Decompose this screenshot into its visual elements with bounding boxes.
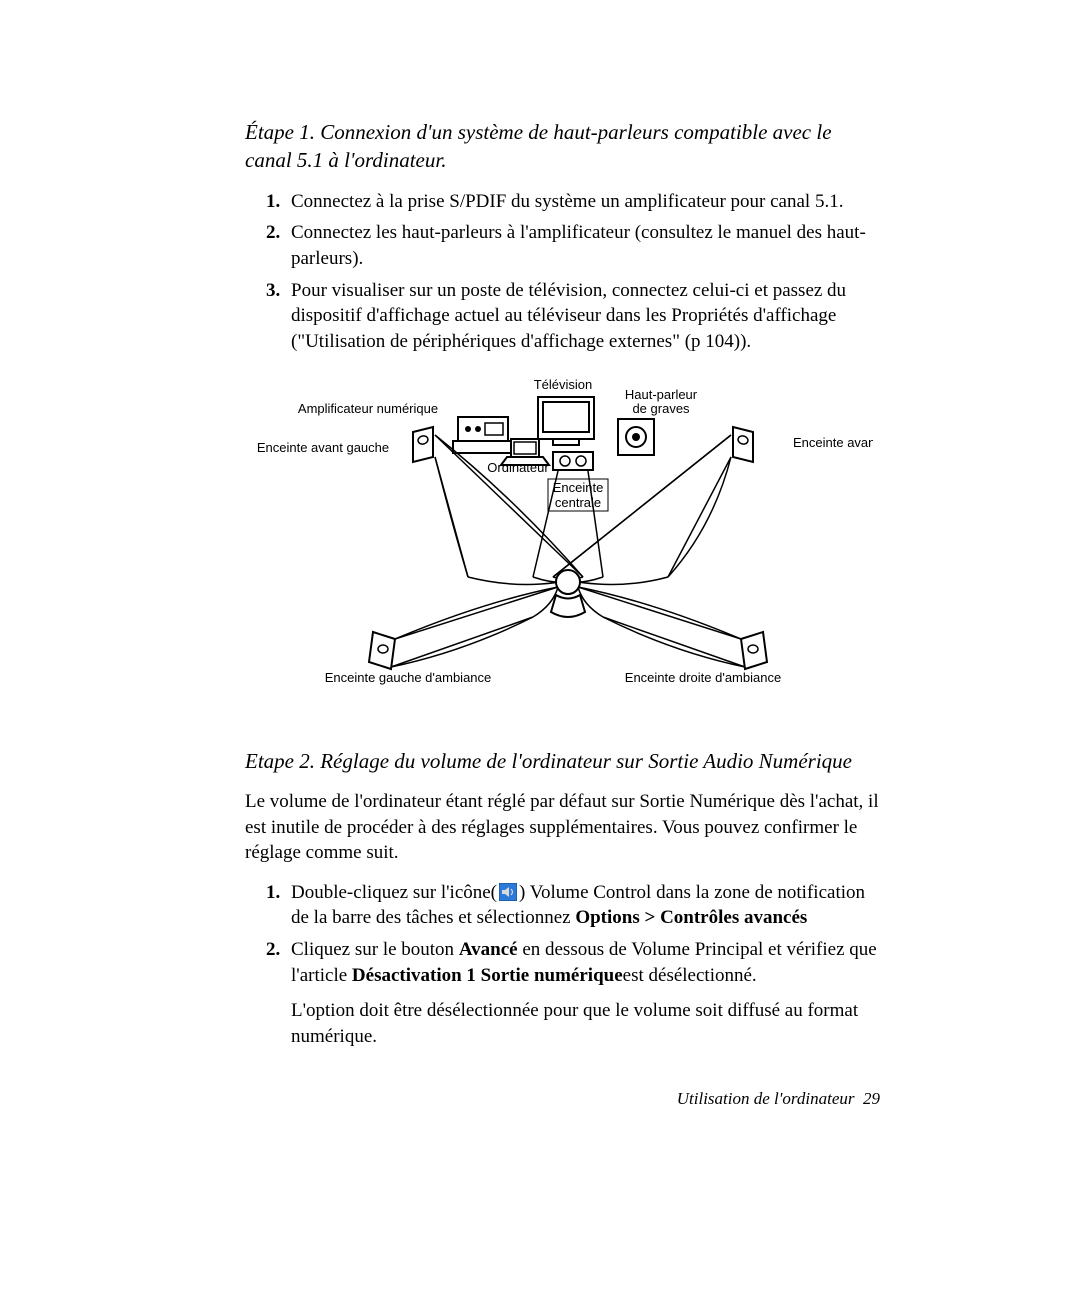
front-left-speaker-icon — [413, 427, 433, 462]
speaker-diagram-svg: Télévision Haut-parleur de graves Amplif… — [253, 377, 873, 707]
label-surround-right: Enceinte droite d'ambiance — [624, 670, 780, 685]
step2-list: Double-cliquez sur l'icône() Volume Cont… — [245, 880, 880, 1050]
step1-item-1: Connectez à la prise S/PDIF du système u… — [285, 189, 880, 215]
front-right-speaker-icon — [733, 427, 753, 462]
step1-item-3: Pour visualiser sur un poste de télévisi… — [285, 278, 880, 355]
document-page: Étape 1. Connexion d'un système de haut-… — [0, 0, 1080, 1309]
step2-item-1-bold: Options > Contrôles avancés — [575, 907, 807, 928]
step2-intro: Le volume de l'ordinateur étant réglé pa… — [245, 789, 880, 866]
label-tv: Télévision — [533, 377, 592, 392]
label-sub-line2: de graves — [632, 401, 690, 416]
label-surround-left: Enceinte gauche d'ambiance — [324, 670, 491, 685]
center-speaker-icon — [553, 452, 593, 470]
step2-item-2-a: Cliquez sur le bouton — [291, 939, 459, 960]
footer-text: Utilisation de l'ordinateur — [677, 1089, 855, 1108]
speaker-diagram-container: Télévision Haut-parleur de graves Amplif… — [245, 377, 880, 707]
subwoofer-icon — [618, 419, 654, 455]
step1-title: Étape 1. Connexion d'un système de haut-… — [245, 118, 880, 175]
speaker-diagram: Télévision Haut-parleur de graves Amplif… — [253, 377, 873, 707]
page-footer: Utilisation de l'ordinateur 29 — [677, 1089, 880, 1109]
step2-item-1: Double-cliquez sur l'icône() Volume Cont… — [285, 880, 880, 931]
volume-control-icon — [499, 883, 517, 901]
step1-item-2: Connectez les haut-parleurs à l'amplific… — [285, 220, 880, 271]
label-front-right: Enceinte avant droite — [793, 435, 873, 450]
step2-item-2-bold1: Avancé — [459, 939, 518, 960]
step2-item-2-c: est désélectionné. — [623, 965, 757, 986]
label-front-left: Enceinte avant gauche — [256, 440, 388, 455]
step1-list: Connectez à la prise S/PDIF du système u… — [245, 189, 880, 355]
surround-left-speaker-icon — [369, 632, 395, 669]
label-center-line2: centrale — [554, 495, 600, 510]
step2-item-2-p2: L'option doit être désélectionnée pour q… — [291, 998, 880, 1049]
surround-right-speaker-icon — [741, 632, 767, 669]
tv-icon — [538, 397, 594, 445]
step2-item-2: Cliquez sur le bouton Avancé en dessous … — [285, 937, 880, 1050]
step2-item-1-a: Double-cliquez sur l'icône( — [291, 882, 497, 903]
amplifier-icon — [453, 417, 513, 453]
label-sub-line1: Haut-parleur — [624, 387, 697, 402]
footer-page-number: 29 — [863, 1089, 880, 1108]
label-center-line1: Enceinte — [552, 480, 603, 495]
step2-item-2-bold2: Désactivation 1 Sortie numérique — [352, 965, 623, 986]
step2-title: Etape 2. Réglage du volume de l'ordinate… — [245, 747, 880, 775]
label-amp: Amplificateur numérique — [297, 401, 437, 416]
